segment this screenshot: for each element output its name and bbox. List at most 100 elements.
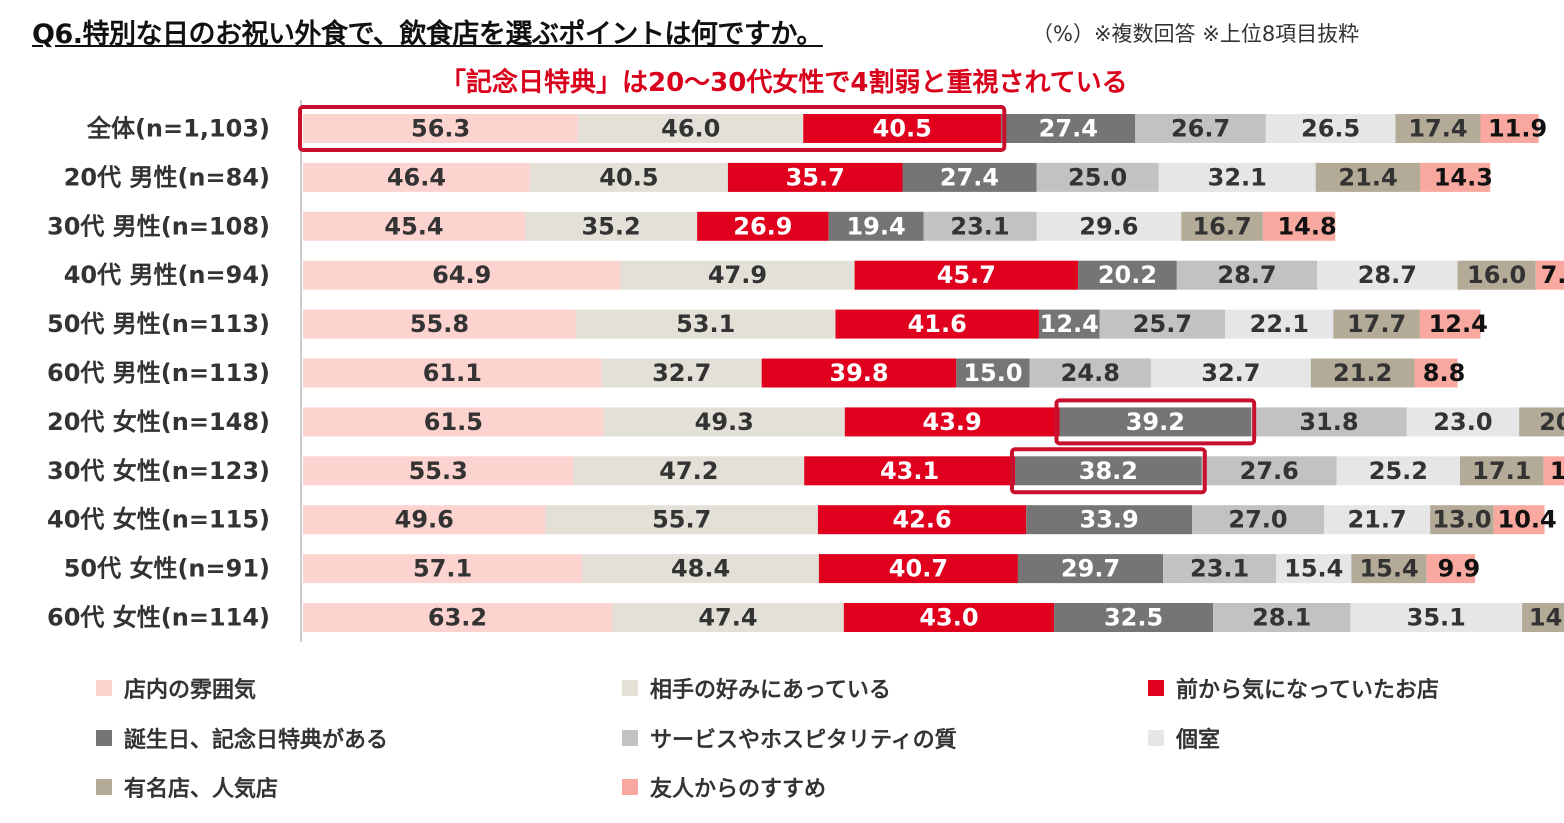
data-label: 16.0 bbox=[1467, 261, 1526, 289]
data-label: 19.4 bbox=[846, 212, 905, 240]
category-label: 50代 女性(n=91) bbox=[64, 555, 270, 583]
data-label: 38.2 bbox=[1079, 457, 1138, 485]
data-label: 7.4 bbox=[1541, 261, 1564, 289]
data-label: 32.7 bbox=[652, 359, 711, 387]
data-label: 26.5 bbox=[1301, 115, 1360, 143]
data-label: 21.2 bbox=[1333, 359, 1392, 387]
data-label: 47.2 bbox=[659, 457, 718, 485]
bar-segment bbox=[817, 505, 1027, 535]
bar-segment bbox=[1430, 505, 1494, 535]
bar-segment bbox=[1310, 358, 1415, 388]
data-label: 35.1 bbox=[1407, 604, 1466, 632]
category-label: 60代 男性(n=113) bbox=[47, 359, 270, 387]
legend-label: 相手の好みにあっている bbox=[650, 678, 891, 703]
legend-item: 相手の好みにあっている bbox=[622, 672, 891, 704]
data-label: 17.7 bbox=[1347, 310, 1406, 338]
bar-segment bbox=[1406, 407, 1520, 437]
data-label: 45.4 bbox=[384, 212, 443, 240]
bar-segment bbox=[1135, 114, 1266, 143]
bar-segment bbox=[1351, 554, 1427, 584]
legend-label: 前から気になっていたお店 bbox=[1176, 678, 1439, 703]
bar-segment bbox=[545, 505, 818, 535]
data-label: 22.1 bbox=[1250, 310, 1309, 338]
bar-segment bbox=[1350, 603, 1523, 632]
legend-label: 店内の雰囲気 bbox=[124, 678, 257, 703]
data-label: 55.8 bbox=[410, 310, 469, 338]
category-label: 30代 女性(n=123) bbox=[47, 457, 270, 485]
data-label: 64.9 bbox=[432, 261, 491, 289]
data-label: 63.2 bbox=[428, 604, 487, 632]
bar-segment bbox=[1026, 505, 1193, 535]
bar-segment bbox=[1276, 554, 1352, 584]
bar-segment bbox=[1336, 456, 1460, 486]
bar-segment bbox=[1213, 603, 1351, 632]
bar-segment bbox=[828, 211, 924, 241]
data-label: 32.1 bbox=[1208, 163, 1267, 191]
legend-label: 有名店、人気店 bbox=[124, 777, 279, 802]
bar-segment bbox=[601, 358, 762, 388]
bar-segment bbox=[1426, 554, 1476, 584]
chart-title: Q6.特別な日のお祝い外食で、飲食店を選ぶポイントは何ですか。 bbox=[32, 19, 823, 50]
bar-segment bbox=[1420, 162, 1491, 192]
data-label: 17.4 bbox=[1408, 115, 1467, 143]
data-label: 55.3 bbox=[409, 457, 468, 485]
bar-segment bbox=[1535, 260, 1564, 290]
data-label: 53.1 bbox=[676, 310, 735, 338]
data-label: 56.3 bbox=[411, 115, 470, 143]
legend-swatch bbox=[622, 779, 638, 795]
bar-segment bbox=[1036, 162, 1159, 192]
bar-segment bbox=[303, 309, 576, 339]
bar-segment bbox=[303, 407, 604, 437]
data-label: 21.4 bbox=[1338, 163, 1397, 191]
data-label: 55.7 bbox=[652, 506, 711, 534]
bar-segment bbox=[818, 554, 1018, 584]
data-label: 24.8 bbox=[1061, 359, 1120, 387]
data-label: 40.7 bbox=[889, 555, 948, 583]
bar-segment bbox=[1414, 358, 1458, 388]
bar-segment bbox=[902, 162, 1037, 192]
data-label: 27.4 bbox=[1039, 115, 1098, 143]
bar-segment bbox=[612, 603, 844, 632]
legend-swatch bbox=[1148, 730, 1164, 746]
category-label: 50代 男性(n=113) bbox=[47, 310, 270, 338]
data-label: 46.4 bbox=[387, 163, 446, 191]
data-label: 61.5 bbox=[424, 408, 483, 436]
data-label: 32.5 bbox=[1104, 604, 1163, 632]
bar-segment bbox=[573, 456, 805, 486]
bar-segment bbox=[1225, 309, 1334, 339]
bar-segment bbox=[1001, 114, 1136, 143]
data-label: 42.6 bbox=[892, 506, 951, 534]
bar-segment bbox=[727, 162, 903, 192]
legend-swatch bbox=[96, 680, 112, 696]
bar-segment bbox=[1324, 505, 1431, 535]
bar-segment bbox=[1317, 260, 1458, 290]
bar-segment bbox=[844, 407, 1060, 437]
data-label: 32.7 bbox=[1201, 359, 1260, 387]
data-label: 49.6 bbox=[395, 506, 454, 534]
bar-segment bbox=[854, 260, 1079, 290]
data-label: 28.7 bbox=[1217, 261, 1276, 289]
data-label: 48.4 bbox=[671, 555, 730, 583]
data-label: 33.9 bbox=[1080, 506, 1139, 534]
bar-segment bbox=[1543, 456, 1564, 486]
data-label: 45.7 bbox=[937, 261, 996, 289]
bar-segment bbox=[303, 554, 583, 584]
data-label: 35.2 bbox=[581, 212, 640, 240]
data-label: 43.1 bbox=[880, 457, 939, 485]
bar-segment bbox=[582, 554, 819, 584]
category-label: 20代 女性(n=148) bbox=[47, 408, 270, 436]
data-label: 49.3 bbox=[695, 408, 754, 436]
bar-segment bbox=[761, 358, 957, 388]
bar-segment bbox=[1459, 456, 1544, 486]
data-label: 13.0 bbox=[1432, 506, 1491, 534]
legend-swatch bbox=[622, 730, 638, 746]
data-label: 14.3 bbox=[1434, 163, 1493, 191]
data-label: 43.9 bbox=[923, 408, 982, 436]
legend-swatch bbox=[96, 779, 112, 795]
legend-label: 誕生日、記念日特典がある bbox=[124, 728, 389, 753]
bar-segment bbox=[804, 456, 1015, 486]
bar-segment bbox=[1017, 554, 1164, 584]
chart-subtitle: 「記念日特典」は20～30代女性で4割弱と重視されている bbox=[440, 68, 1128, 98]
bar-segment bbox=[1265, 114, 1396, 143]
category-label: 60代 女性(n=114) bbox=[47, 604, 270, 632]
